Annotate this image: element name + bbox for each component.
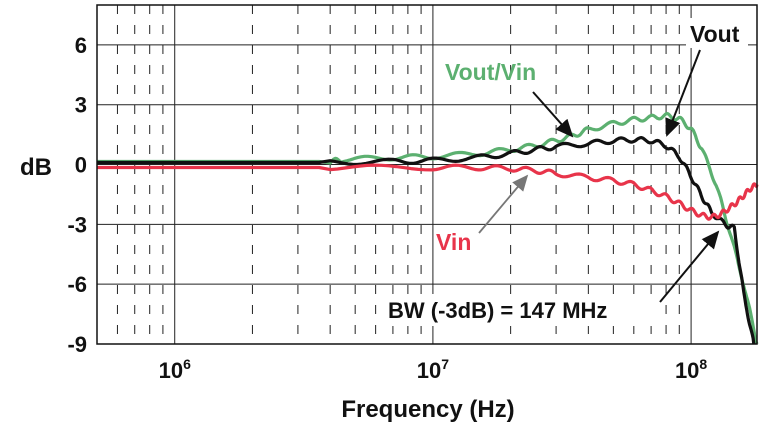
annotation-layer: Vout/Vin Vout Vin BW (-3dB) = 147 MHz bbox=[384, 18, 748, 326]
series-line-vin bbox=[97, 163, 759, 221]
y-tick-label: -6 bbox=[67, 272, 87, 297]
label-vout-vin: Vout/Vin bbox=[445, 59, 536, 85]
plot-frame bbox=[96, 4, 758, 345]
arrow-vin bbox=[478, 174, 529, 234]
y-tick-label: -9 bbox=[67, 332, 87, 357]
y-tick-label: -3 bbox=[67, 212, 87, 237]
y-tick-label: 0 bbox=[75, 153, 87, 178]
x-axis-title: Frequency (Hz) bbox=[341, 396, 514, 423]
axis-layer: 6 3 0 -3 -6 -9 106 107 108 bbox=[67, 4, 758, 383]
x-tick-label: 106 bbox=[159, 356, 191, 383]
x-tick-label: 108 bbox=[675, 356, 707, 383]
arrow-vout-vin bbox=[532, 91, 574, 138]
y-tick-label: 6 bbox=[75, 33, 87, 58]
series-layer bbox=[97, 111, 759, 345]
x-tick-label: 107 bbox=[417, 356, 449, 383]
grid-layer bbox=[96, 5, 757, 345]
y-tick-label: 3 bbox=[75, 93, 87, 118]
series-line-vout-vin bbox=[97, 111, 759, 345]
label-vout-bg bbox=[686, 18, 748, 48]
label-vout: Vout bbox=[690, 21, 740, 47]
label-bw: BW (-3dB) = 147 MHz bbox=[388, 298, 607, 323]
label-vin: Vin bbox=[436, 229, 471, 255]
arrow-bw bbox=[659, 230, 720, 303]
y-axis-title: dB bbox=[20, 154, 52, 181]
arrow-vout bbox=[665, 49, 701, 137]
label-bw-bg bbox=[384, 294, 660, 326]
